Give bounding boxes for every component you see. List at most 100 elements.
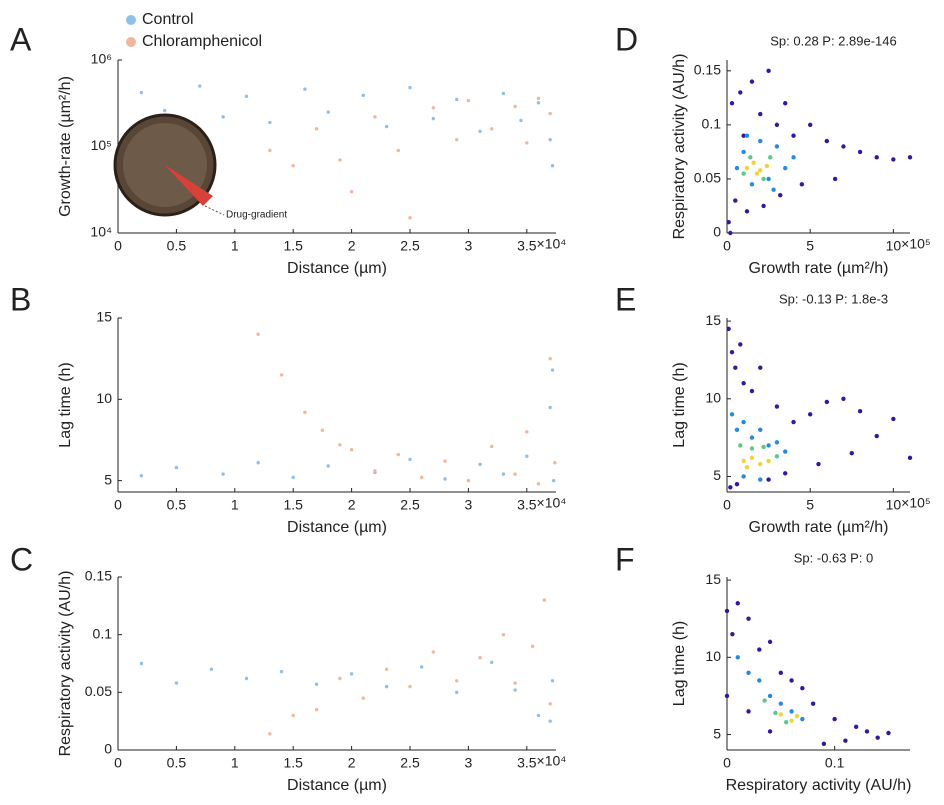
- point: [766, 458, 771, 464]
- point: [384, 124, 389, 129]
- point: [800, 686, 805, 691]
- point: [728, 485, 733, 490]
- pointer: [204, 205, 225, 216]
- point: [746, 616, 751, 621]
- point: [501, 472, 506, 476]
- point: [773, 710, 778, 716]
- point: [536, 101, 541, 105]
- x-tick-label: 0: [723, 755, 731, 771]
- x-tick-label: 1: [231, 497, 239, 513]
- point: [408, 684, 412, 689]
- point: [478, 129, 482, 133]
- point: [761, 444, 766, 450]
- point: [758, 111, 763, 117]
- point: [338, 158, 342, 162]
- point: [766, 477, 771, 482]
- y-axis-label: Growth-rate (µm²/h): [57, 76, 74, 217]
- y-tick-label: 0.05: [85, 683, 112, 699]
- point: [749, 182, 755, 187]
- x-exponent: ×10⁵: [901, 495, 931, 511]
- point: [821, 741, 827, 747]
- point: [349, 190, 354, 194]
- point: [789, 678, 794, 683]
- x-tick-label: 10: [886, 497, 902, 513]
- point: [221, 115, 225, 119]
- point: [849, 450, 854, 456]
- point: [807, 412, 813, 417]
- point: [431, 106, 436, 110]
- point: [778, 670, 784, 675]
- point: [349, 448, 354, 452]
- point: [758, 461, 763, 467]
- point: [749, 388, 755, 394]
- y-tick-label: 0.15: [694, 62, 721, 78]
- x-tick-label: 3: [465, 755, 473, 771]
- x-tick-label: 3: [465, 497, 473, 513]
- point: [841, 144, 846, 149]
- y-tick-label: 0.1: [702, 116, 722, 132]
- point: [326, 110, 330, 114]
- point: [741, 133, 746, 138]
- stats-annotation: Sp: 0.28 P: 2.89e-146: [770, 33, 896, 48]
- x-exponent: ×10⁴: [537, 753, 567, 769]
- point: [443, 459, 447, 463]
- point: [741, 419, 746, 425]
- point: [746, 709, 751, 714]
- point: [724, 608, 730, 614]
- point: [728, 230, 733, 236]
- point: [221, 472, 225, 476]
- point: [733, 198, 738, 203]
- x-tick-label: 2: [348, 755, 356, 771]
- point: [734, 482, 740, 487]
- point: [726, 326, 731, 332]
- inset-label: Drug-gradient: [226, 210, 287, 221]
- x-tick-label: 10: [886, 238, 902, 254]
- legend-label: Control: [142, 11, 194, 28]
- point: [799, 182, 805, 187]
- point: [536, 96, 541, 101]
- point: [513, 104, 517, 109]
- point: [455, 690, 459, 695]
- point: [774, 454, 780, 459]
- x-exponent: ×10⁴: [537, 236, 567, 252]
- point: [810, 701, 816, 706]
- point: [886, 730, 891, 736]
- point: [384, 684, 389, 689]
- point: [490, 660, 494, 665]
- point: [824, 399, 830, 405]
- point: [771, 187, 776, 192]
- point: [761, 203, 766, 209]
- point: [525, 454, 529, 458]
- point: [256, 461, 260, 465]
- point: [431, 650, 436, 654]
- point: [778, 192, 783, 198]
- point: [419, 475, 424, 480]
- point: [789, 709, 794, 714]
- point: [741, 474, 746, 479]
- point: [783, 449, 788, 454]
- point: [303, 87, 307, 91]
- point: [729, 101, 735, 106]
- x-tick-label: 0.5: [167, 755, 187, 771]
- point: [767, 639, 773, 645]
- point: [783, 101, 788, 106]
- point: [198, 84, 202, 88]
- point: [774, 122, 780, 128]
- point: [762, 698, 767, 703]
- point: [891, 157, 896, 162]
- y-tick-label: 5: [713, 725, 721, 741]
- point: [758, 427, 763, 433]
- point: [338, 676, 342, 681]
- point: [291, 713, 295, 718]
- y-tick-label: 0: [104, 741, 112, 757]
- point: [749, 79, 755, 84]
- point: [832, 176, 838, 182]
- point: [741, 458, 746, 464]
- point: [501, 91, 506, 96]
- x-exponent: ×10⁵: [901, 236, 931, 252]
- x-tick-label: 2.5: [400, 497, 420, 513]
- point: [209, 667, 214, 671]
- y-axis-label: Lag time (h): [57, 362, 74, 447]
- inset-photo: [113, 113, 225, 217]
